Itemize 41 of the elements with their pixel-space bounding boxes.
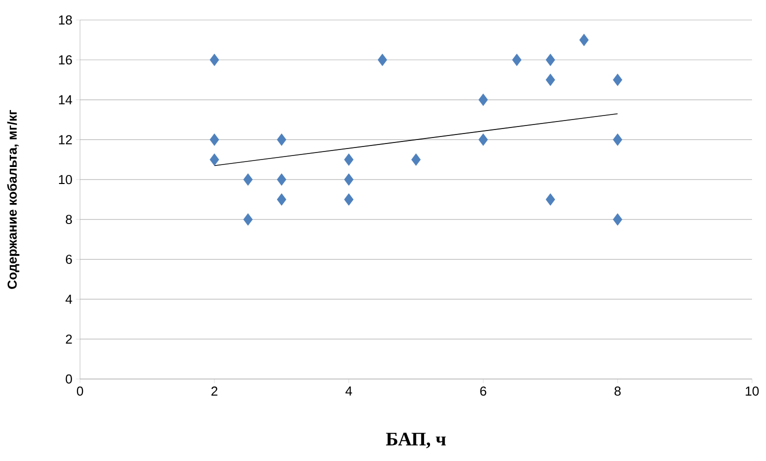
- point: [579, 34, 589, 46]
- x-axis-title: БАП, ч: [386, 432, 446, 448]
- y-tick-label: 10: [59, 174, 72, 184]
- point: [612, 74, 622, 86]
- y-tick-label: 6: [66, 254, 72, 264]
- point: [243, 173, 253, 186]
- x-tick-label: 8: [614, 386, 621, 396]
- y-tick-label: 0: [66, 374, 72, 384]
- point: [344, 153, 354, 166]
- x-tick-label: 10: [746, 386, 759, 396]
- y-tick-label: 12: [59, 135, 72, 144]
- y-tick-label: 8: [66, 214, 72, 224]
- point: [411, 153, 421, 166]
- point: [276, 193, 286, 206]
- point: [546, 54, 556, 66]
- x-tick-label: 6: [480, 386, 486, 396]
- point: [478, 133, 488, 146]
- point: [210, 133, 220, 146]
- point: [512, 54, 522, 66]
- point: [478, 94, 488, 106]
- y-tick-label: 16: [59, 55, 72, 64]
- y-tick-label: 4: [66, 294, 72, 304]
- point: [546, 193, 556, 206]
- point: [344, 193, 354, 206]
- point: [210, 54, 220, 66]
- point: [612, 133, 622, 146]
- y-axis-title: Содержание кобальта, мг/кг: [7, 110, 20, 289]
- x-tick-label: 2: [211, 386, 218, 396]
- y-tick-label: 2: [66, 334, 72, 344]
- point: [276, 133, 286, 146]
- x-tick-label: 4: [345, 386, 352, 396]
- point: [243, 213, 253, 226]
- y-tick-label: 18: [59, 15, 72, 25]
- point: [210, 153, 220, 166]
- point: [612, 213, 622, 226]
- x-tick-label: 0: [76, 386, 84, 396]
- point: [378, 54, 388, 66]
- point: [344, 173, 354, 186]
- y-tick-label: 14: [59, 95, 72, 104]
- point: [276, 173, 286, 186]
- point: [546, 74, 556, 86]
